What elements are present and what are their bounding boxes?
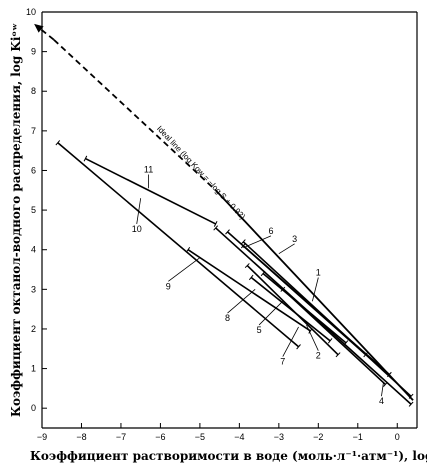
series-line-7 bbox=[250, 276, 331, 342]
series-line-8 bbox=[262, 272, 347, 344]
series-label-4: 4 bbox=[379, 396, 384, 406]
x-tick-label: −8 bbox=[76, 432, 86, 442]
series-endcap-11 bbox=[213, 221, 218, 227]
y-tick-label: 0 bbox=[31, 403, 36, 413]
series-endcap-8 bbox=[343, 340, 349, 346]
series-label-11: 11 bbox=[144, 164, 153, 174]
series-label-8: 8 bbox=[225, 313, 230, 323]
ideal-line-arrowhead bbox=[34, 23, 44, 33]
y-tick-label: 5 bbox=[31, 205, 36, 215]
y-tick-label: 8 bbox=[31, 86, 36, 96]
x-tick-label: −9 bbox=[37, 432, 47, 442]
y-tick-label: 2 bbox=[31, 324, 36, 334]
y-axis-title: Коэффициент октанол-водного распределени… bbox=[9, 23, 23, 417]
series-pointer-7 bbox=[282, 326, 299, 357]
series-pointer-2 bbox=[306, 324, 319, 351]
series-endcap-4 bbox=[383, 381, 388, 387]
series-pointer-5 bbox=[258, 300, 284, 326]
series-pointer-10 bbox=[136, 198, 142, 224]
axes bbox=[41, 11, 418, 429]
x-axis-title: Коэффициент растворимости в воде (моль·л… bbox=[30, 449, 427, 463]
y-tick-label: 7 bbox=[31, 126, 36, 136]
series-pointer-1 bbox=[312, 277, 319, 302]
series-endcap-1 bbox=[213, 225, 219, 231]
series-endcap-8 bbox=[260, 270, 266, 277]
series-endcap-1 bbox=[408, 401, 414, 407]
series-line-10 bbox=[57, 142, 300, 348]
series-endcap-6 bbox=[225, 229, 230, 235]
series-label-7: 7 bbox=[280, 357, 285, 367]
series-endcap-11 bbox=[83, 155, 88, 162]
series-endcap-10 bbox=[55, 140, 61, 146]
series-pointer-8 bbox=[227, 289, 256, 314]
ideal-line bbox=[215, 189, 414, 401]
x-tick-label: −4 bbox=[234, 432, 244, 442]
series-endcap-3 bbox=[240, 239, 246, 245]
x-tick-label: −1 bbox=[353, 432, 363, 442]
series-label-3: 3 bbox=[292, 234, 297, 244]
ideal-line-dashed bbox=[53, 39, 217, 191]
x-tick-label: −6 bbox=[155, 432, 165, 442]
series-line-3 bbox=[242, 241, 412, 397]
x-tick-label: −3 bbox=[274, 432, 284, 442]
y-tick-label: 10 bbox=[26, 7, 36, 17]
y-tick-label: 4 bbox=[31, 245, 36, 255]
series-endcap-6 bbox=[363, 352, 369, 358]
ticks: −9 −8 −7 −6 −5 −4 −3 −2 −1 0 0 1 2 3 4 5 6 7 8 9 10 bbox=[26, 7, 400, 442]
series-label-5: 5 bbox=[257, 325, 262, 335]
series-line-11 bbox=[85, 157, 217, 225]
series-endcap-10 bbox=[296, 344, 301, 350]
ideal-line-dashed-tip bbox=[36, 25, 55, 41]
series-line-6 bbox=[226, 231, 367, 356]
series-pointer-3 bbox=[278, 243, 295, 255]
series-label-2: 2 bbox=[316, 351, 321, 361]
y-tick-label: 9 bbox=[31, 47, 36, 57]
y-tick-label: 6 bbox=[31, 165, 36, 175]
series-label-1: 1 bbox=[316, 267, 321, 277]
x-tick-label: 0 bbox=[395, 432, 400, 442]
series-endcap-5 bbox=[335, 352, 341, 358]
series-label-9: 9 bbox=[166, 281, 171, 291]
series-endcap-7 bbox=[327, 338, 333, 344]
y-tick-label: 3 bbox=[31, 284, 36, 294]
series-endcap-5 bbox=[244, 263, 250, 269]
series-pointer-9 bbox=[168, 257, 201, 282]
series-endcap-9 bbox=[308, 328, 313, 334]
series-label-6: 6 bbox=[268, 226, 273, 236]
x-tick-label: −5 bbox=[195, 432, 205, 442]
series-label-10: 10 bbox=[132, 224, 142, 234]
ideal-line-label: Ideal line (log Kow = −log S + 0.92) bbox=[155, 124, 247, 221]
series-pointer-6 bbox=[243, 235, 272, 249]
x-tick-label: −2 bbox=[313, 432, 323, 442]
y-tick-label: 1 bbox=[31, 364, 36, 374]
series-line-9 bbox=[187, 249, 311, 332]
series-pointer-4 bbox=[381, 382, 384, 397]
x-tick-label: −7 bbox=[116, 432, 126, 442]
series-layer bbox=[34, 23, 414, 407]
series-endcap-3 bbox=[408, 393, 414, 399]
series-endcap-7 bbox=[248, 274, 254, 281]
labels-layer: 1 2 3 4 5 6 7 8 9 10 11 bbox=[132, 164, 384, 406]
